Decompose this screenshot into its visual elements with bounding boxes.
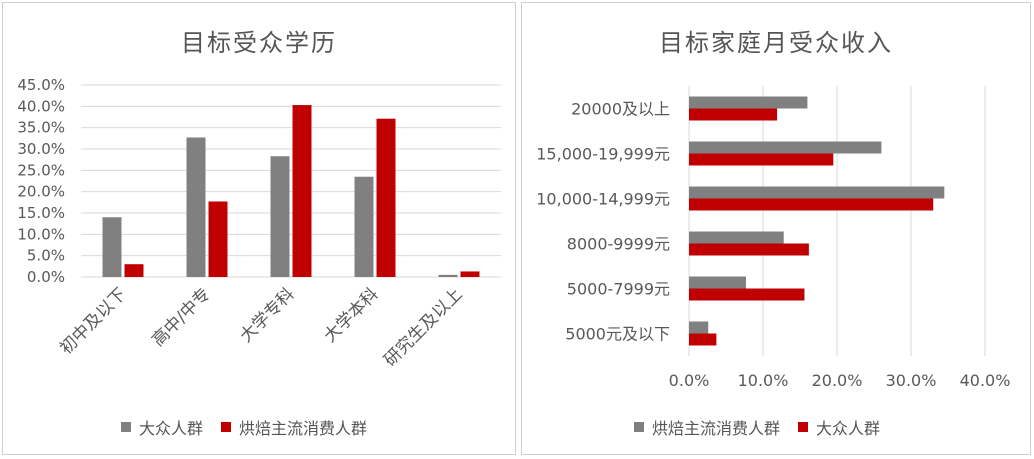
bar xyxy=(270,156,290,277)
bar xyxy=(689,333,717,346)
x-tick-label: 20.0% xyxy=(812,371,863,390)
y-tick-label: 30.0% xyxy=(17,140,65,158)
y-tick-label: 15.0% xyxy=(17,204,65,222)
bar xyxy=(689,243,809,256)
y-tick-label: 5.0% xyxy=(27,247,65,265)
legend-label: 烘焙主流消费人群 xyxy=(652,419,781,438)
education-chart-title: 目标受众学历 xyxy=(181,29,337,57)
legend-swatch-gray xyxy=(634,422,644,432)
y-tick-label: 20.0% xyxy=(17,183,65,201)
legend-swatch-gray xyxy=(121,422,131,432)
y-tick-label: 0.0% xyxy=(27,268,65,286)
legend-label: 大众人群 xyxy=(139,419,204,438)
y-tick-label: 15,000-19,999元 xyxy=(536,145,670,164)
bar xyxy=(438,274,458,277)
bar xyxy=(689,108,778,121)
bar xyxy=(689,231,784,244)
legend-item-general: 大众人群 xyxy=(798,415,880,439)
income-legend: 烘焙主流消费人群 大众人群 xyxy=(634,415,898,439)
legend-swatch-red xyxy=(798,422,809,432)
x-tick-label: 大学本科 xyxy=(320,284,382,346)
education-chart-plot: 45.0% 40.0% 35.0% 30.0% 25.0% 20.0% 15.0% 10.0%… xyxy=(17,76,501,371)
legend-item-bakery: 烘焙主流消费人群 xyxy=(634,415,780,439)
income-chart-title: 目标家庭月受众收入 xyxy=(659,29,893,57)
bar xyxy=(689,141,882,154)
x-tick-label: 40.0% xyxy=(960,371,1011,390)
y-tick-label: 8000-9999元 xyxy=(567,235,670,254)
y-tick-label: 5000-7999元 xyxy=(567,280,670,299)
bar xyxy=(689,186,945,199)
bar xyxy=(124,264,144,277)
legend-item-general: 大众人群 xyxy=(121,415,203,439)
bar xyxy=(689,198,934,211)
y-tick-label: 10,000-14,999元 xyxy=(536,190,670,209)
education-legend: 大众人群 烘焙主流消费人群 xyxy=(121,415,385,439)
bar xyxy=(689,288,805,301)
income-chart-plot: 0.0% 10.0% 20.0% 30.0% 40.0% 20000及以上 15,000-1… xyxy=(536,86,1011,390)
y-tick-label: 40.0% xyxy=(17,97,65,115)
bar xyxy=(208,201,228,277)
bar xyxy=(460,271,480,277)
legend-item-bakery: 烘焙主流消费人群 xyxy=(221,415,367,439)
bar xyxy=(354,176,374,277)
x-tick-label: 高中/中专 xyxy=(148,284,214,350)
bar xyxy=(689,276,746,289)
x-tick-label: 30.0% xyxy=(886,371,937,390)
bar xyxy=(689,153,834,166)
y-tick-label: 10.0% xyxy=(17,225,65,243)
bar xyxy=(376,118,396,277)
income-chart-panel: 目标家庭月受众收入 0.0% 10.0% 20.0% 30.0% 40.0% 20000及… xyxy=(521,2,1031,455)
education-chart-panel: 目标受众学历 45.0% 40.0% 35.0% 30.0% 25.0% 20.0% 15.… xyxy=(2,2,516,455)
y-tick-label: 45.0% xyxy=(17,76,65,94)
bar xyxy=(689,96,808,109)
x-tick-label: 研究生及以上 xyxy=(380,284,466,370)
bar xyxy=(292,105,312,277)
y-tick-label: 20000及以上 xyxy=(571,100,670,119)
legend-swatch-red xyxy=(221,422,232,432)
x-tick-label: 大学专科 xyxy=(236,284,298,346)
bar xyxy=(689,321,709,334)
bar xyxy=(186,137,206,277)
legend-label: 大众人群 xyxy=(816,419,881,438)
legend-label: 烘焙主流消费人群 xyxy=(239,419,368,438)
x-tick-label: 10.0% xyxy=(738,371,789,390)
x-tick-label: 0.0% xyxy=(669,371,710,390)
x-tick-label: 初中及以下 xyxy=(56,284,130,358)
bar xyxy=(102,217,122,277)
y-tick-label: 5000元及以下 xyxy=(565,325,670,344)
y-tick-label: 25.0% xyxy=(17,161,65,179)
y-tick-label: 35.0% xyxy=(17,119,65,137)
